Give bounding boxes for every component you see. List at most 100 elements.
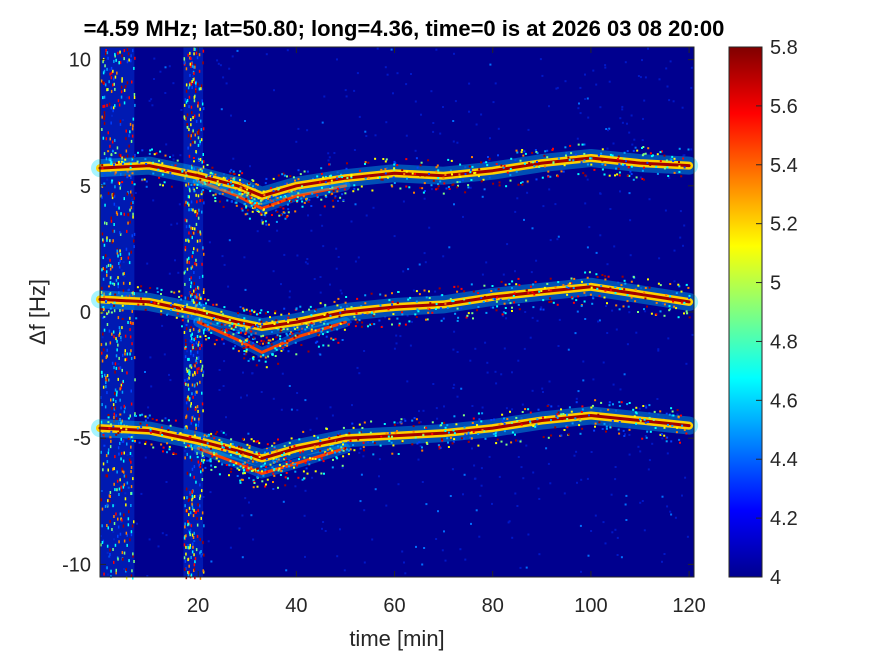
trace-speck: [243, 472, 246, 475]
colorbar-ticks: 44.24.44.64.855.25.45.65.8: [756, 37, 798, 589]
band-speck: [198, 87, 201, 91]
trace-speck: [235, 444, 237, 447]
trace-speck: [178, 296, 181, 298]
noise-speck: [609, 208, 612, 210]
noise-speck: [339, 289, 342, 292]
trace-speck: [470, 437, 473, 440]
noise-speck: [605, 128, 608, 130]
noise-speck: [590, 530, 593, 532]
trace-speck: [552, 147, 554, 150]
trace-speck: [590, 157, 593, 160]
band-speck: [113, 415, 115, 419]
trace-speck: [630, 280, 633, 283]
trace-speck: [240, 183, 243, 186]
trace-speck: [299, 189, 301, 192]
trace-speck: [136, 286, 139, 289]
noise-speck: [216, 59, 219, 62]
trace-speck: [645, 406, 648, 409]
band-speck: [115, 571, 117, 575]
trace-speck: [381, 178, 384, 181]
trace-speck: [284, 457, 287, 460]
trace-speck: [258, 318, 261, 321]
trace-speck: [628, 428, 631, 431]
trace-speck: [519, 440, 522, 443]
band-speck: [198, 356, 200, 360]
trace-speck: [652, 154, 654, 157]
band-speck: [202, 373, 204, 377]
trace-speck: [242, 326, 245, 329]
band-speck: [194, 392, 196, 396]
band-speck: [200, 470, 202, 474]
noise-speck: [319, 276, 322, 278]
trace-speck: [384, 172, 387, 175]
band-speck: [121, 469, 124, 473]
trace-speck: [566, 293, 569, 296]
trace-speck: [186, 444, 189, 447]
band-speck: [110, 89, 113, 93]
band-speck: [125, 474, 127, 478]
trace-speck: [520, 151, 523, 154]
trace-speck: [482, 178, 485, 181]
band-speck: [126, 60, 129, 64]
trace-speck: [623, 288, 626, 291]
noise-speck: [661, 560, 663, 563]
trace-speck: [603, 296, 606, 299]
trace-speck: [509, 410, 511, 413]
trace-speck: [272, 461, 275, 464]
noise-speck: [469, 359, 472, 362]
noise-speck: [517, 456, 520, 458]
noise-speck: [547, 403, 550, 406]
trace-speck: [120, 427, 123, 430]
trace-speck: [431, 433, 434, 435]
trace-speck: [493, 418, 496, 421]
trace-speck: [426, 443, 429, 445]
trace-speck: [258, 320, 261, 323]
noise-speck: [453, 203, 455, 206]
trace-speck: [630, 165, 633, 168]
trace-speck: [477, 175, 480, 178]
band-speck: [100, 543, 102, 547]
trace-speck: [250, 204, 253, 207]
noise-speck: [624, 61, 627, 64]
trace-speck: [614, 291, 617, 294]
trace-speck: [579, 432, 582, 435]
trace-speck: [401, 313, 404, 316]
trace-speck: [492, 182, 495, 185]
noise-speck: [295, 140, 298, 143]
trace-speck: [272, 177, 275, 180]
trace-speck: [141, 413, 144, 416]
noise-speck: [604, 66, 607, 69]
trace-speck: [673, 305, 676, 308]
noise-speck: [586, 178, 589, 181]
trace-speck: [193, 183, 196, 186]
trace-speck: [456, 181, 459, 184]
band-speck: [202, 468, 204, 472]
band-speck: [198, 367, 200, 371]
trace-speck: [285, 461, 288, 464]
trace-speck: [326, 312, 329, 315]
trace-speck: [550, 419, 552, 422]
noise-speck: [167, 312, 170, 315]
band-speck: [192, 129, 194, 133]
noise-speck: [678, 438, 681, 441]
trace-speck: [364, 161, 367, 164]
trace-speck: [338, 324, 341, 327]
trace-speck: [644, 287, 647, 289]
y-tick-label: 5: [80, 176, 91, 198]
trace-speck: [290, 331, 292, 334]
trace-speck: [241, 343, 243, 346]
noise-speck: [430, 188, 433, 191]
band-speck: [114, 138, 116, 142]
noise-speck: [415, 545, 417, 548]
trace-speck: [303, 477, 305, 480]
band-speck: [194, 140, 196, 144]
band-speck: [185, 117, 187, 121]
trace-speck: [272, 459, 274, 462]
trace-speck: [623, 279, 626, 282]
band-speck: [201, 511, 204, 515]
trace-speck: [238, 339, 241, 342]
trace-speck: [102, 433, 105, 436]
band-speck: [106, 67, 108, 71]
band-speck: [106, 88, 108, 92]
band-speck: [199, 142, 201, 146]
